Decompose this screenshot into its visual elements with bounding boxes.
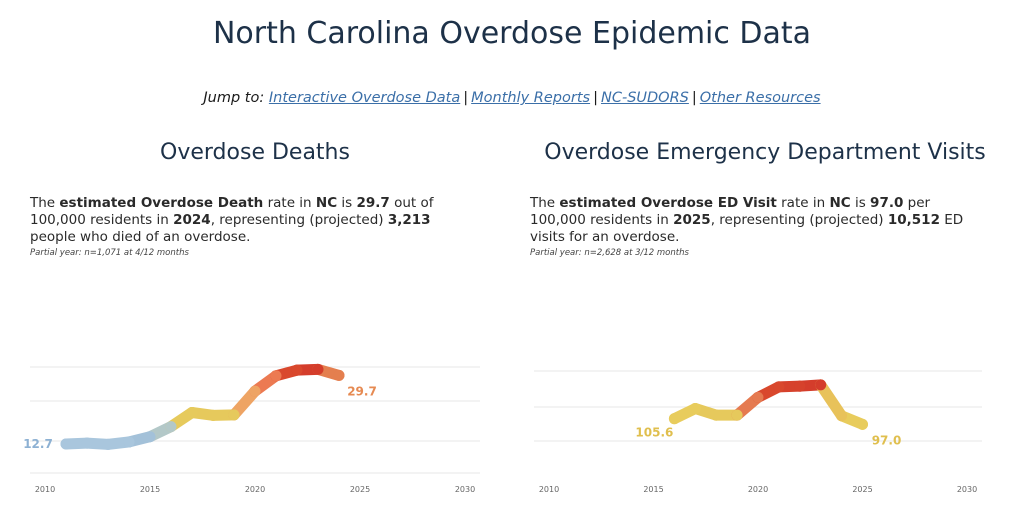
data-point[interactable] [668,413,680,425]
ed-description: The estimated Overdose ED Visit rate in … [530,195,964,245]
deaths-description: The estimated Overdose Death rate in NC … [30,195,434,245]
x-tick-label: 2020 [245,485,265,494]
data-point[interactable] [81,437,93,449]
start-value-label: 105.6 [635,426,673,440]
deaths-heading: Overdose Deaths [160,140,350,165]
data-point[interactable] [752,391,764,403]
data-point[interactable] [207,409,219,421]
link-separator: | [463,90,469,106]
data-point[interactable] [710,409,722,421]
link-monthly-reports[interactable]: Monthly Reports [471,90,591,106]
deaths-chart: 2010 2015 2020 2025 2030 12.7 29.7 [23,363,480,494]
data-point[interactable] [249,385,261,397]
data-point[interactable] [291,364,303,376]
x-tick-label: 2015 [643,485,663,494]
data-point[interactable] [333,369,345,381]
data-point[interactable] [270,370,282,382]
link-other-resources[interactable]: Other Resources [699,90,821,106]
deaths-partial-note: Partial year: n=1,071 at 4/12 months [30,248,189,258]
x-tick-label: 2025 [350,485,370,494]
series-segment [815,379,848,422]
data-point[interactable] [773,381,785,393]
data-point[interactable] [60,438,72,450]
data-point[interactable] [836,410,848,422]
ed-chart: 2010 2015 2020 2025 2030 105.6 97.0 [534,370,982,494]
ed-panel: Overdose Emergency Department Visits The… [530,140,1000,258]
x-tick-label: 2030 [455,485,475,494]
deaths-panel: Overdose Deaths The estimated Overdose D… [30,140,500,258]
data-point[interactable] [857,418,868,430]
ed-heading: Overdose Emergency Department Visits [544,140,986,165]
link-separator: | [593,90,598,106]
data-point[interactable] [123,436,135,448]
end-value-label: 29.7 [347,384,377,398]
link-separator: | [691,90,697,106]
page-title: North Carolina Overdose Epidemic Data [212,16,812,51]
data-point[interactable] [794,380,806,392]
data-point[interactable] [102,438,114,450]
x-tick-label: 2025 [852,485,872,494]
data-point[interactable] [815,379,827,391]
jump-nav: Jump to: Interactive Overdose Data | Month… [0,90,1024,106]
jump-label: Jump to: [203,90,265,106]
data-point[interactable] [689,403,701,415]
data-point[interactable] [731,409,743,421]
link-interactive-overdose-data[interactable]: Interactive Overdose Data [268,90,461,106]
x-tick-label: 2020 [748,485,768,494]
link-nc-sudors[interactable]: NC-SUDORS [600,90,689,106]
start-value-label: 12.7 [23,437,53,451]
ed-partial-note: Partial year: n=2,628 at 3/12 months [530,248,689,258]
x-tick-label: 2010 [35,485,55,494]
data-point[interactable] [144,431,156,443]
x-tick-label: 2010 [539,485,559,494]
data-point[interactable] [186,407,198,418]
end-value-label: 97.0 [872,433,902,447]
x-tick-label: 2030 [957,485,977,494]
data-point[interactable] [312,363,324,375]
data-point[interactable] [165,421,177,433]
x-tick-label: 2015 [140,485,160,494]
data-point[interactable] [228,409,240,421]
